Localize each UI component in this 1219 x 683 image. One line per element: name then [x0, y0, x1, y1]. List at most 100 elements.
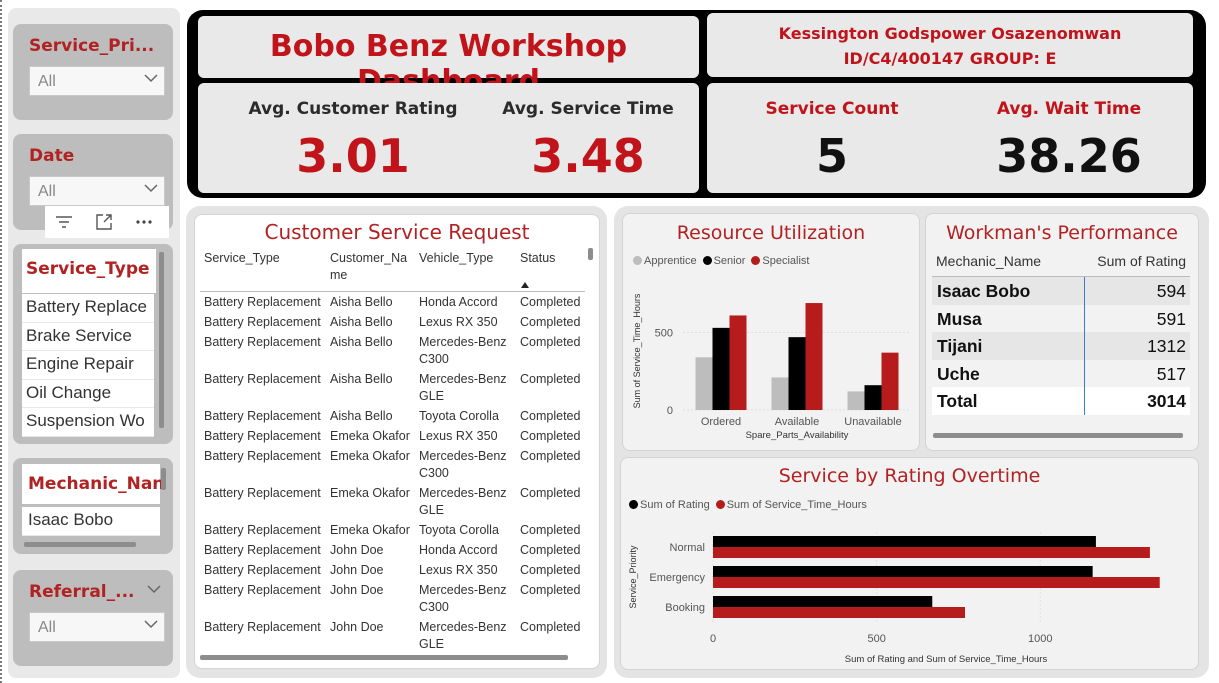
avg-wait-time-value: 38.26 — [996, 129, 1142, 183]
table-cell: Toyota Corolla — [419, 523, 499, 537]
table-cell: Battery Replacement — [204, 583, 321, 597]
table-cell: Completed — [520, 563, 581, 577]
service-type-option[interactable]: Oil Change — [22, 380, 154, 408]
date-dropdown[interactable]: All — [29, 176, 165, 206]
chevron-down-icon — [144, 74, 158, 83]
service-type-option[interactable]: Engine Repair — [22, 351, 154, 380]
table-row[interactable]: Battery Replacement Emeka Okafor Toyota Co… — [200, 520, 585, 540]
mechanic-option[interactable]: Isaac Bobo — [22, 507, 160, 536]
column-header[interactable]: Status — [520, 251, 556, 265]
table-cell: Mercedes-Benz GLE — [419, 486, 507, 517]
mechanic-vscroll[interactable] — [161, 468, 166, 490]
table-cell: Completed — [520, 620, 581, 634]
service-priority-dropdown[interactable]: All — [29, 66, 165, 96]
service-rating-legend: Sum of Rating Sum of Service_Time_Hours — [629, 499, 867, 511]
service-priority-value: All — [38, 73, 56, 90]
column-header[interactable]: Customer_Na me — [330, 251, 408, 282]
table-cell: Aisha Bello — [330, 372, 393, 386]
x-tick-label: Unavailable — [844, 416, 901, 428]
table-cell: Battery Replacement — [204, 409, 321, 423]
table-row[interactable]: Battery Replacement Emeka Okafor Lexus RX … — [200, 426, 585, 446]
performance-row[interactable]: Isaac Bobo 594 — [932, 277, 1190, 305]
filter-icon[interactable] — [45, 206, 83, 238]
legend-item-senior[interactable]: Senior — [702, 255, 745, 267]
requests-vscroll[interactable] — [588, 248, 593, 260]
more-options-icon[interactable] — [125, 206, 163, 238]
requests-hscroll[interactable] — [200, 655, 568, 660]
bar-sum-rating — [713, 596, 933, 607]
legend-label: Sum of Rating — [640, 499, 710, 511]
mechanic-slicer-title: Mechanic_Nan — [28, 474, 165, 494]
table-row[interactable]: Battery Replacement Aisha Bello Mercedes-B… — [200, 332, 585, 369]
service-type-option[interactable]: Suspension Wo — [22, 408, 154, 437]
table-cell: Battery Replacement — [204, 543, 321, 557]
table-cell: Mercedes-Benz C300 — [419, 449, 507, 480]
kpi-card-right: Service Count 5 Avg. Wait Time 38.26 — [707, 83, 1193, 193]
service-priority-slicer[interactable]: Service_Pri... All — [13, 24, 173, 120]
mechanic-hscroll[interactable] — [24, 542, 136, 547]
x-tick-label: Ordered — [701, 416, 741, 428]
chevron-down-icon — [144, 184, 158, 193]
table-row[interactable]: Battery Replacement Aisha Bello Toyota Cor… — [200, 406, 585, 426]
rating-sum: 594 — [1156, 281, 1186, 301]
chevron-down-icon[interactable] — [147, 582, 161, 596]
mechanic-slicer[interactable]: Mechanic_Nan Isaac Bobo — [13, 458, 173, 554]
performance-row[interactable]: Musa 591 — [932, 304, 1190, 332]
mechanic-name: Musa — [932, 304, 1085, 332]
table-row[interactable]: Battery Replacement Emeka Okafor Mercedes-… — [200, 483, 585, 520]
table-cell: Battery Replacement — [204, 429, 321, 443]
sort-ascending-icon[interactable] — [521, 282, 529, 288]
table-cell: Completed — [520, 543, 581, 557]
table-row[interactable]: Battery Replacement Aisha Bello Lexus RX 3… — [200, 312, 585, 332]
service-type-header: Service_Type — [22, 249, 156, 293]
x-tick-label: 500 — [867, 633, 885, 645]
requests-panel: Customer Service Request — [194, 214, 600, 669]
date-slicer-title: Date — [29, 146, 75, 166]
performance-row[interactable]: Uche 517 — [932, 359, 1190, 387]
column-header[interactable]: Service_Type — [204, 251, 280, 265]
performance-hscroll[interactable] — [933, 433, 1183, 438]
table-cell: Completed — [520, 372, 581, 386]
table-cell: Completed — [520, 583, 581, 597]
service-type-option[interactable]: Brake Service — [22, 323, 154, 351]
service-type-scrollbar[interactable] — [159, 252, 164, 428]
table-cell: Emeka Okafor — [330, 429, 410, 443]
requests-table: Service_Type Customer_Na me Vehicle_Type… — [200, 246, 585, 654]
table-cell: Completed — [520, 523, 581, 537]
avg-rating-value: 3.01 — [296, 129, 410, 183]
table-cell: Aisha Bello — [330, 335, 393, 349]
table-row[interactable]: Battery Replacement John Doe Honda Accord C… — [200, 540, 585, 560]
y-tick-label: Booking — [665, 602, 705, 614]
table-row[interactable]: Battery Replacement John Doe Mercedes-Benz… — [200, 617, 585, 654]
table-row[interactable]: Battery Replacement Emeka Okafor Mercedes-… — [200, 446, 585, 483]
table-row[interactable]: Battery Replacement John Doe Lexus RX 350 C… — [200, 560, 585, 580]
requests-table-body: Battery Replacement Aisha Bello Honda Acco… — [200, 292, 585, 654]
service-type-option[interactable]: Battery Replace — [22, 294, 154, 323]
author-name: Kessington Godspower Osazenomwan — [778, 24, 1122, 43]
table-row[interactable]: Battery Replacement John Doe Mercedes-Benz… — [200, 580, 585, 617]
table-cell: Mercedes-Benz GLE — [419, 372, 507, 403]
column-header[interactable]: Sum of Rating — [1097, 253, 1186, 269]
column-header[interactable]: Mechanic_Name — [936, 253, 1042, 269]
performance-row[interactable]: Tijani 1312 — [932, 332, 1190, 360]
mechanic-name: Uche — [932, 359, 1085, 387]
focus-mode-icon[interactable] — [85, 206, 123, 238]
rating-sum: 1312 — [1147, 336, 1186, 356]
table-cell: Lexus RX 350 — [419, 315, 498, 329]
x-tick-label: Available — [775, 416, 819, 428]
avg-wait-time-label: Avg. Wait Time — [996, 99, 1142, 119]
legend-item-specialist[interactable]: Specialist — [751, 255, 809, 267]
legend-item-apprentice[interactable]: Apprentice — [633, 255, 697, 267]
requests-table-header: Service_Type Customer_Na me Vehicle_Type… — [200, 246, 585, 292]
legend-item-sum-service-time[interactable]: Sum of Service_Time_Hours — [715, 499, 867, 511]
referral-dropdown[interactable]: All — [29, 612, 165, 642]
chevron-down-icon — [144, 620, 158, 629]
table-row[interactable]: Battery Replacement Aisha Bello Mercedes-B… — [200, 369, 585, 406]
table-cell: Lexus RX 350 — [419, 429, 498, 443]
column-header[interactable]: Vehicle_Type — [419, 251, 494, 265]
table-row[interactable]: Battery Replacement Aisha Bello Honda Acco… — [200, 292, 585, 312]
referral-slicer[interactable]: Referral_... All — [13, 570, 173, 666]
service-type-slicer[interactable]: Service_Type Battery Replace Brake Servi… — [13, 244, 173, 444]
legend-item-sum-rating[interactable]: Sum of Rating — [629, 499, 710, 511]
bar-sum-service-time — [713, 577, 1160, 588]
